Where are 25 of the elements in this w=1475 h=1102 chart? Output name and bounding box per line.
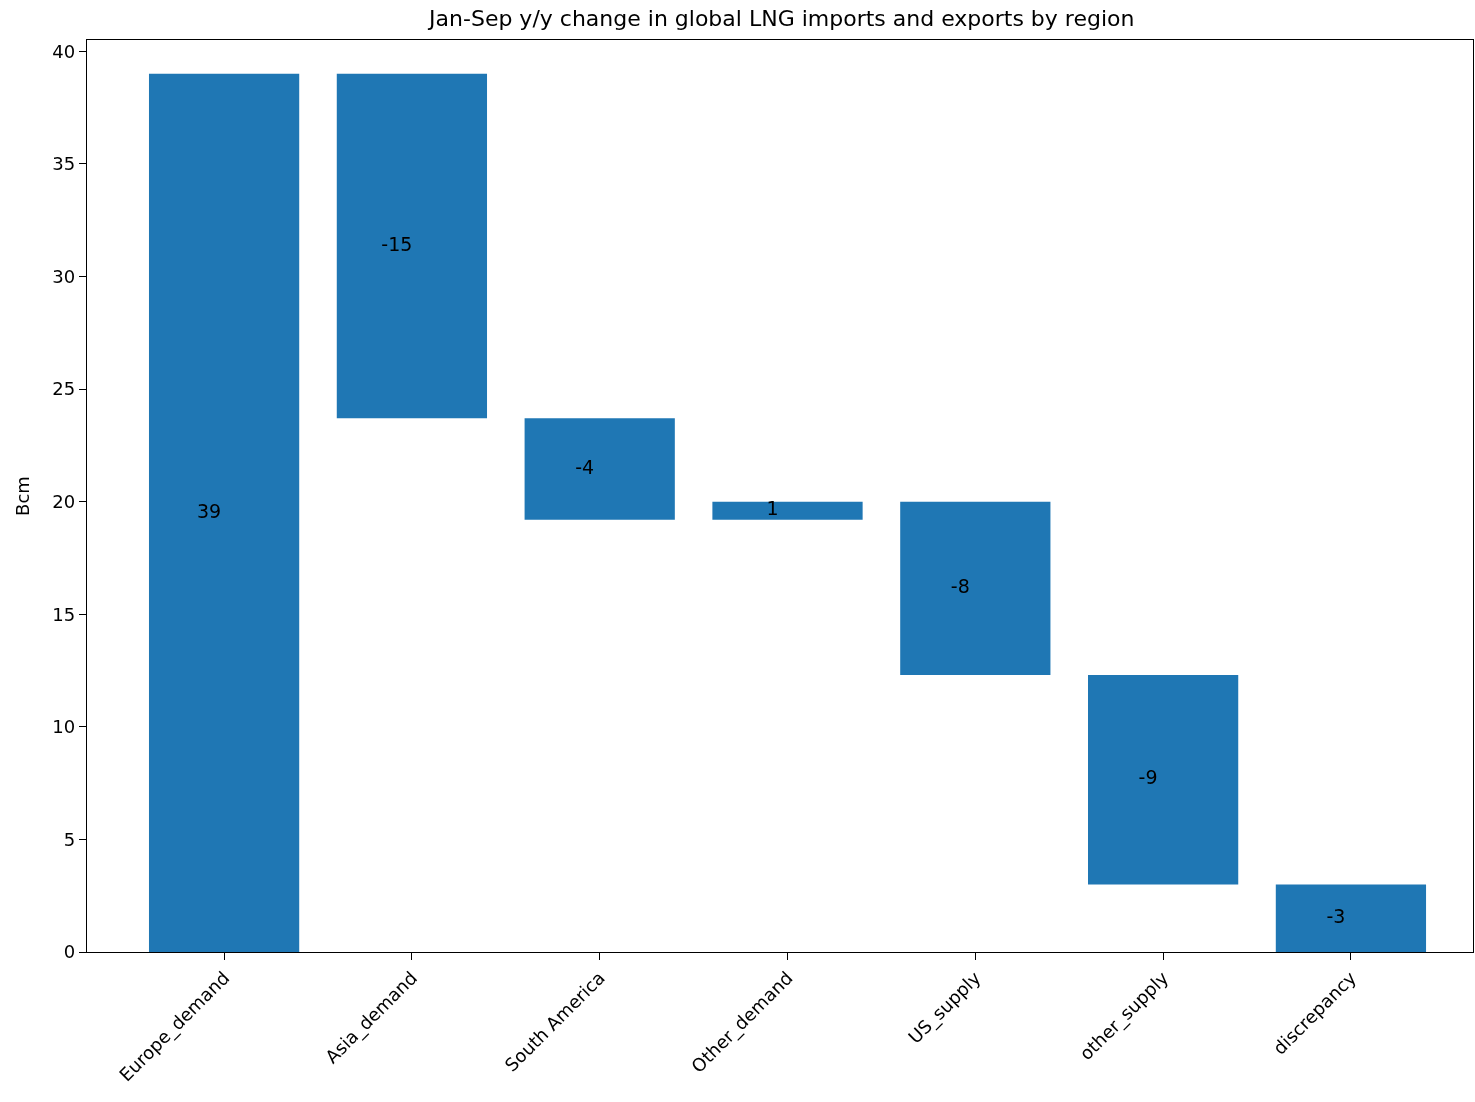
bar [712, 501, 863, 520]
y-tick-label: 35 [52, 153, 76, 175]
y-tick-label: 10 [52, 716, 76, 738]
data-label: -8 [950, 575, 970, 598]
y-tick-label: 25 [52, 378, 76, 400]
y-axis-title: Bcm [11, 476, 33, 516]
data-label: 1 [766, 497, 779, 520]
y-tick-label: 20 [52, 490, 76, 512]
data-label: -4 [575, 455, 595, 478]
bar [148, 73, 300, 952]
bar [524, 418, 675, 520]
bar [1088, 675, 1239, 885]
bar [336, 73, 488, 419]
y-tick-label: 40 [52, 40, 76, 62]
y-tick-label: 30 [52, 265, 76, 287]
y-tick-label: 5 [63, 828, 76, 850]
bar [900, 501, 1051, 676]
data-label: -9 [1138, 766, 1158, 789]
data-label: 39 [196, 499, 222, 522]
data-label: -15 [381, 232, 413, 255]
chart-title: Jan-Sep y/y change in global LNG imports and exports by region [427, 6, 1135, 32]
y-tick-label: 15 [52, 603, 76, 625]
data-label: -3 [1326, 904, 1346, 927]
y-tick-label: 0 [63, 941, 76, 963]
bar [1275, 884, 1427, 952]
